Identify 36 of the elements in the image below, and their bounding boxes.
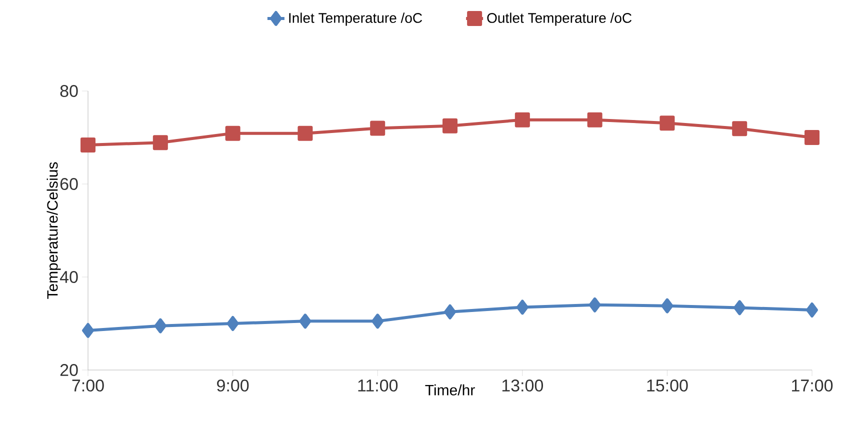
point [804,130,820,145]
point [299,314,312,329]
y-axis-title: Temperature/Celsius [46,162,61,299]
legend-label: Outlet Temperature /oC [487,12,632,26]
point [370,120,386,136]
point [732,121,748,136]
x-tick-label: 17:00 [792,380,833,392]
point [152,135,168,150]
x-tick-label: 11:00 [358,380,398,392]
x-axis-title: Time/hr [425,384,475,396]
point [514,112,530,128]
x-tick-label: 13:00 [502,380,544,392]
point [372,314,384,329]
x-tick-label: 9:00 [217,380,249,392]
point [661,298,674,314]
point [734,300,746,316]
legend-label: Inlet Temperature /oC [289,12,422,26]
point [154,318,166,334]
point [588,297,601,312]
y-tick-label: 40 [60,270,78,284]
y-tick-label: 60 [60,178,78,190]
point [587,112,602,128]
y-tick-label: 20 [60,364,78,376]
point [660,116,675,131]
point [82,322,94,338]
point [226,316,239,331]
point [442,118,458,134]
x-tick-label: 7:00 [72,380,104,392]
point [298,126,313,141]
point [806,302,818,318]
point [80,137,96,152]
point [225,126,240,141]
point [516,300,528,315]
y-tick-label: 80 [60,84,78,98]
point [444,304,456,320]
x-tick-label: 15:00 [647,380,688,392]
